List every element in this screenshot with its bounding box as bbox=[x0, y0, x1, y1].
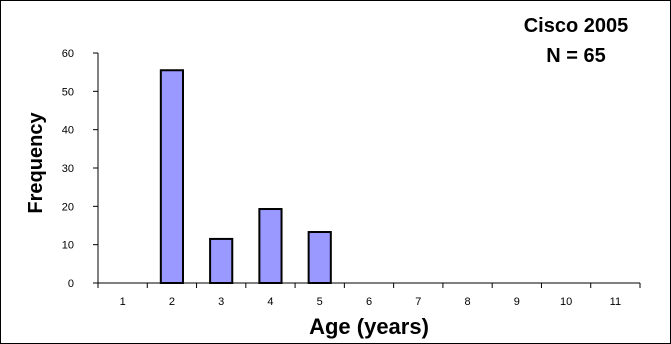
y-tick-label: 60 bbox=[62, 48, 74, 60]
chart-bars bbox=[159, 69, 332, 285]
y-axis-label: Frequency bbox=[25, 112, 47, 214]
y-tick-label: 40 bbox=[62, 125, 74, 137]
chart-ticks: 0 10 20 30 40 50 60 1 2 3 4 5 6 7 8 9 10 11 bbox=[62, 48, 641, 308]
x-tick-label: 3 bbox=[218, 296, 224, 308]
x-tick-label: 5 bbox=[317, 296, 323, 308]
x-tick-label: 6 bbox=[366, 296, 372, 308]
y-tick-label: 20 bbox=[62, 201, 74, 213]
x-tick-label: 7 bbox=[415, 296, 421, 308]
bar-age-5 bbox=[307, 231, 332, 284]
chart-annotation-title: Cisco 2005 bbox=[523, 15, 629, 37]
x-tick-label: 10 bbox=[560, 296, 572, 308]
y-tick-label: 30 bbox=[62, 163, 74, 175]
bar-age-4 bbox=[258, 208, 283, 284]
x-axis-label: Age (years) bbox=[309, 314, 429, 339]
bar-age-2 bbox=[159, 69, 184, 284]
x-tick-label: 2 bbox=[169, 296, 175, 308]
y-tick-label: 10 bbox=[62, 240, 74, 252]
x-tick-label: 8 bbox=[464, 296, 470, 308]
x-tick-label: 1 bbox=[120, 296, 126, 308]
chart-annotation-count: N = 65 bbox=[546, 45, 606, 67]
x-tick-label: 4 bbox=[267, 296, 273, 308]
x-tick-label: 9 bbox=[514, 296, 520, 308]
y-tick-label: 0 bbox=[68, 278, 74, 290]
bar-age-3 bbox=[209, 237, 234, 285]
y-tick-label: 50 bbox=[62, 86, 74, 98]
x-tick-label: 11 bbox=[610, 296, 621, 308]
